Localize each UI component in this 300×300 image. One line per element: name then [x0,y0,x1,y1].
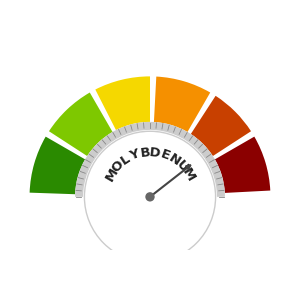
Text: M: M [179,166,197,184]
Text: Y: Y [128,148,142,163]
Text: B: B [139,146,151,160]
Wedge shape [191,96,251,156]
Wedge shape [49,92,112,156]
Text: D: D [149,146,161,160]
Text: N: N [166,152,182,168]
Wedge shape [75,122,225,197]
Wedge shape [215,136,270,193]
Wedge shape [154,76,210,132]
Wedge shape [95,76,150,130]
Text: M: M [103,166,121,184]
Circle shape [145,192,155,202]
Circle shape [84,131,216,262]
Text: U: U [174,158,190,175]
Text: O: O [109,158,127,175]
Text: L: L [118,152,133,168]
Wedge shape [30,136,85,194]
Text: E: E [159,148,172,163]
